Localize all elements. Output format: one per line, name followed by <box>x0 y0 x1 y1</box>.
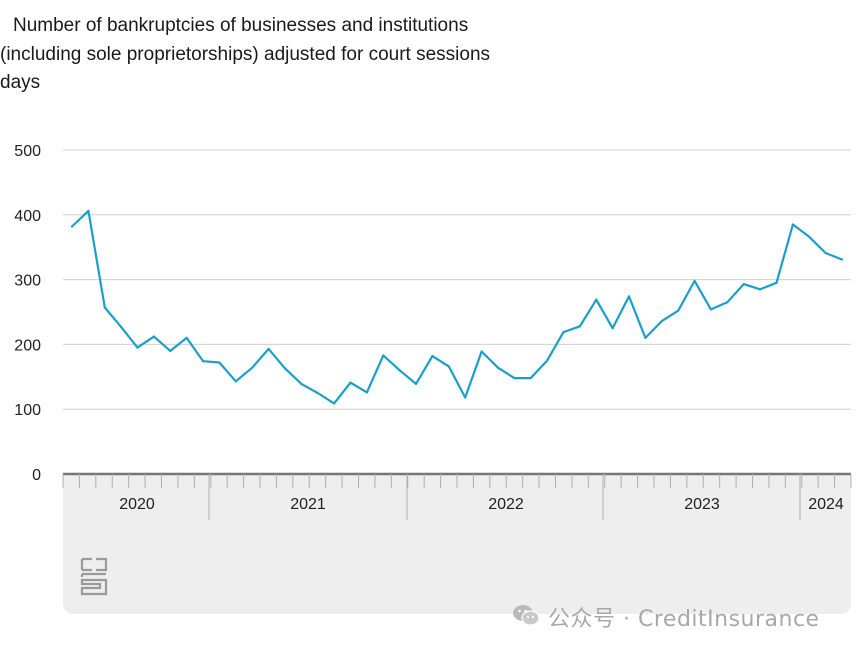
data-point <box>365 391 368 394</box>
y-axis-tick-labels: 0 100 200 300 400 500 <box>14 143 41 484</box>
data-point <box>496 366 500 369</box>
x-axis: 2020 2021 2022 2023 2024 <box>62 472 852 520</box>
data-point <box>218 361 221 364</box>
y-tick-label: 400 <box>14 208 41 225</box>
data-point <box>791 223 794 226</box>
chart-title-line-2: (including sole proprietorships) adjuste… <box>0 43 491 65</box>
data-point <box>283 367 287 370</box>
data-point <box>185 336 188 340</box>
watermark-text: 公众号 · CreditInsurance <box>548 607 820 632</box>
data-point <box>169 349 172 352</box>
data-point <box>267 347 270 351</box>
data-point <box>251 366 254 369</box>
data-point <box>644 336 647 340</box>
data-point <box>70 225 74 228</box>
series-line <box>71 209 843 405</box>
data-point <box>758 288 762 291</box>
data-point <box>382 354 385 357</box>
data-point <box>578 325 581 328</box>
grid-lines <box>63 149 851 410</box>
data-point <box>333 402 336 405</box>
wechat-icon <box>513 605 540 626</box>
x-tick-label: 2020 <box>119 496 155 513</box>
data-point <box>431 354 434 358</box>
data-point <box>201 360 205 363</box>
data-point <box>300 382 303 386</box>
data-point <box>398 369 401 372</box>
data-point <box>152 335 156 338</box>
y-tick-label: 300 <box>14 273 41 290</box>
y-tick-label: 100 <box>14 402 41 419</box>
data-point <box>840 258 844 261</box>
data-point <box>464 396 467 399</box>
data-point <box>546 359 549 362</box>
x-tick-label: 2022 <box>488 496 524 513</box>
data-point <box>824 251 827 255</box>
data-point <box>103 306 106 309</box>
data-point <box>87 209 90 213</box>
x-tick-label: 2024 <box>808 496 844 513</box>
y-tick-label: 500 <box>14 143 41 160</box>
chart-title: Number of bankruptcies of businesses and… <box>0 12 560 98</box>
data-point <box>611 327 614 330</box>
data-point <box>775 281 778 284</box>
data-point <box>447 365 450 368</box>
x-tick-label: 2021 <box>290 496 326 513</box>
data-point <box>480 350 483 353</box>
cbs-logo <box>80 557 108 596</box>
data-point <box>595 298 598 301</box>
y-tick-label: 0 <box>32 467 41 484</box>
chart-title-line-1: Number of bankruptcies of businesses and… <box>13 15 469 36</box>
data-point <box>414 382 418 386</box>
data-point <box>513 376 516 380</box>
data-point <box>726 301 729 304</box>
data-point <box>693 279 696 282</box>
data-point <box>660 319 663 323</box>
data-point <box>349 381 352 384</box>
series-layer <box>70 209 844 405</box>
data-point <box>627 295 631 298</box>
data-point <box>234 380 237 383</box>
data-point <box>136 346 139 349</box>
data-point <box>808 235 811 238</box>
y-tick-label: 200 <box>14 337 41 354</box>
data-point <box>316 391 319 395</box>
data-point <box>120 325 123 329</box>
data-point <box>677 309 680 312</box>
data-point <box>562 330 565 334</box>
data-point <box>742 283 745 286</box>
x-tick-label: 2023 <box>684 496 720 513</box>
x-axis-band <box>63 474 851 614</box>
data-point <box>529 376 532 380</box>
chart-title-line-3: days <box>0 72 41 93</box>
data-point <box>709 308 713 311</box>
